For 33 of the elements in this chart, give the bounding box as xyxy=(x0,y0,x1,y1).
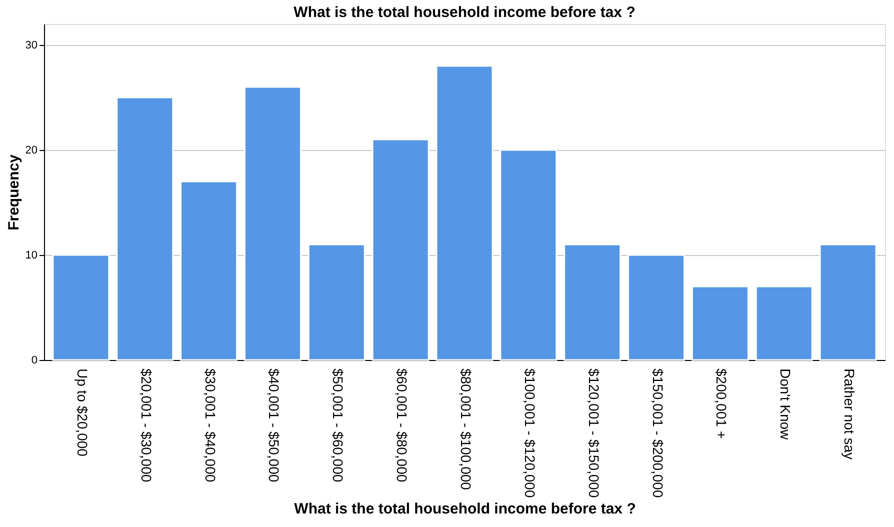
bar xyxy=(244,86,302,361)
y-axis-title: Frequency xyxy=(5,154,22,230)
x-tick-label: $120,001 - $150,000 xyxy=(586,368,602,498)
x-tick-label: Rather not say xyxy=(842,368,858,460)
chart-title: What is the total household income before tax ? xyxy=(294,4,636,21)
bar xyxy=(755,286,813,361)
bar xyxy=(180,180,238,361)
x-tick-label: $150,001 - $200,000 xyxy=(650,368,666,498)
x-tick-label: Up to $20,000 xyxy=(74,368,90,457)
x-tick-label: $60,001 - $80,000 xyxy=(394,368,410,482)
bar xyxy=(628,254,686,361)
x-tick-label: $20,001 - $30,000 xyxy=(138,368,154,482)
x-tick-label: $80,001 - $100,000 xyxy=(458,368,474,490)
y-tick-label: 0 xyxy=(31,354,38,366)
bar xyxy=(372,138,430,361)
bar xyxy=(436,65,494,361)
y-tick-label: 30 xyxy=(25,40,38,52)
y-tick-label: 10 xyxy=(25,250,38,262)
bar xyxy=(691,286,749,361)
x-tick-label: $30,001 - $40,000 xyxy=(202,368,218,482)
bar xyxy=(564,244,622,361)
x-axis-title: What is the total household income before tax ? xyxy=(294,500,636,518)
x-tick-label: $50,001 - $60,000 xyxy=(330,368,346,482)
bar xyxy=(52,254,110,361)
x-tick-label: $200,001 + xyxy=(714,368,730,439)
x-tick-label: $40,001 - $50,000 xyxy=(266,368,282,482)
y-tick-label: 20 xyxy=(25,144,38,156)
bar xyxy=(500,149,558,361)
x-tick-label: $100,001 - $120,000 xyxy=(522,368,538,498)
bar xyxy=(819,244,877,361)
bar xyxy=(116,96,174,361)
bar xyxy=(308,244,366,361)
x-tick-label: Don't Know xyxy=(778,368,794,441)
